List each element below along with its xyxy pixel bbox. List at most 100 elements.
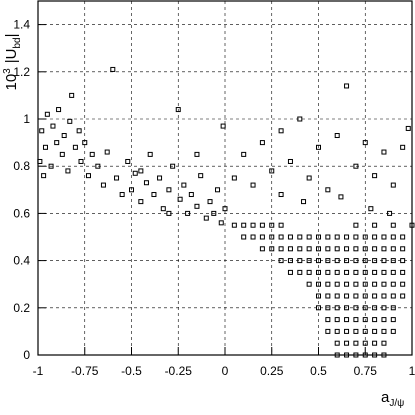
point <box>334 340 340 346</box>
point <box>390 317 396 323</box>
point <box>170 163 176 169</box>
point <box>259 246 265 252</box>
point <box>390 293 396 299</box>
y-tick-label: 0.4 <box>13 254 30 268</box>
point <box>400 246 406 252</box>
point <box>362 293 368 299</box>
y-label-base: 10 <box>3 74 20 91</box>
point <box>390 281 396 287</box>
point <box>334 305 340 311</box>
point <box>381 293 387 299</box>
point <box>372 281 378 287</box>
point <box>301 199 307 205</box>
point <box>344 317 350 323</box>
point <box>372 317 378 323</box>
point <box>61 133 67 139</box>
point <box>297 258 303 264</box>
point <box>381 328 387 334</box>
point <box>344 83 350 89</box>
point <box>278 222 284 228</box>
point <box>259 222 265 228</box>
y-label-sup: 3 <box>2 68 13 74</box>
point <box>344 258 350 264</box>
x-tick-label: -0.75 <box>71 364 99 378</box>
point <box>316 305 321 311</box>
point <box>353 258 359 264</box>
point <box>132 170 138 176</box>
y-axis-label: 103 |Ubd| <box>2 33 23 90</box>
point <box>372 352 378 358</box>
point <box>59 151 65 157</box>
point <box>381 340 387 346</box>
point <box>405 125 411 131</box>
point <box>344 293 350 299</box>
point <box>211 210 217 216</box>
point <box>325 317 331 323</box>
point <box>215 187 221 193</box>
point <box>157 175 163 181</box>
point <box>344 352 350 358</box>
point <box>278 246 284 252</box>
point <box>316 269 321 275</box>
point <box>390 234 396 240</box>
x-tick-label: 0.25 <box>260 364 284 378</box>
point <box>334 293 340 299</box>
point <box>387 210 393 216</box>
y-tick-label: 1.2 <box>13 65 30 79</box>
point <box>177 196 183 202</box>
point <box>353 328 359 334</box>
point <box>390 222 396 228</box>
point <box>119 192 125 198</box>
point <box>203 215 209 221</box>
point <box>42 144 48 150</box>
point <box>334 269 340 275</box>
point <box>89 151 95 157</box>
point <box>39 128 45 134</box>
point <box>56 107 62 113</box>
point <box>325 305 331 311</box>
point <box>372 305 378 311</box>
point <box>306 175 312 181</box>
point <box>306 234 312 240</box>
point <box>287 246 293 252</box>
point <box>381 246 387 252</box>
point <box>409 222 415 228</box>
point <box>372 258 378 264</box>
point <box>306 269 312 275</box>
point <box>269 168 275 174</box>
point <box>287 158 293 164</box>
point <box>287 234 293 240</box>
point <box>372 328 378 334</box>
point <box>160 206 166 212</box>
point <box>368 206 374 212</box>
point <box>353 222 359 228</box>
y-label-end: | <box>3 33 20 37</box>
point <box>372 246 378 252</box>
x-tick-label: 0.75 <box>354 364 378 378</box>
point <box>353 163 359 169</box>
point <box>400 258 406 264</box>
point <box>269 234 275 240</box>
point <box>278 234 284 240</box>
point <box>334 352 340 358</box>
y-tick-label: 1.4 <box>13 18 30 32</box>
point <box>325 187 331 193</box>
point <box>353 246 359 252</box>
point <box>334 258 340 264</box>
point <box>241 222 247 228</box>
point <box>138 199 144 205</box>
point <box>241 151 247 157</box>
point <box>362 246 368 252</box>
point <box>50 123 56 129</box>
point <box>381 305 387 311</box>
point <box>207 199 213 205</box>
point <box>381 281 387 287</box>
point <box>362 340 368 346</box>
x-tick-label: -1 <box>33 364 44 378</box>
point <box>41 173 47 179</box>
point <box>65 168 71 174</box>
point <box>344 246 350 252</box>
point <box>344 340 350 346</box>
point <box>390 328 396 334</box>
